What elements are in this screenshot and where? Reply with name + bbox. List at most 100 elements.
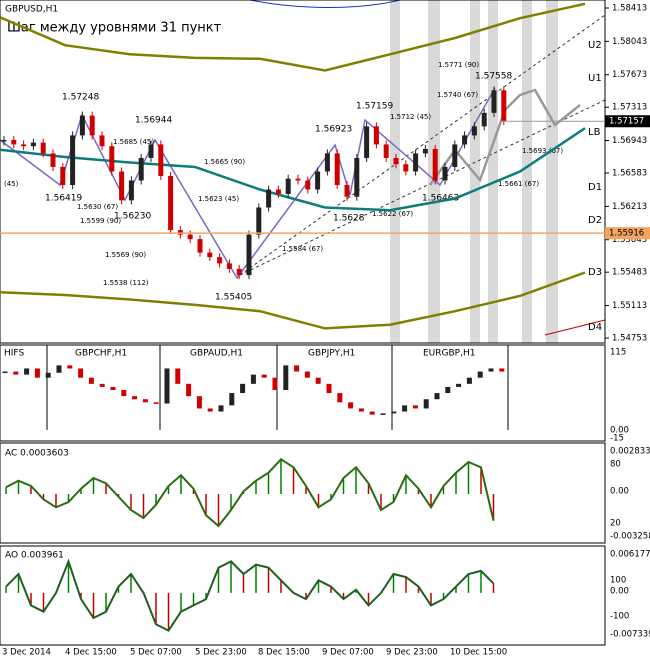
price-label: 1.55916 [609, 229, 644, 239]
candle [88, 377, 94, 384]
candle [217, 257, 223, 264]
candle [99, 383, 105, 387]
candle [99, 135, 105, 147]
axis-label: 0.00 [610, 587, 629, 597]
annotation: 1.5538 (112) [103, 279, 149, 287]
candle [67, 365, 73, 369]
price-box [605, 227, 650, 240]
x-tick-label: 5 Dec 07:00 [130, 648, 182, 658]
y-tick-label: 1.58413 [612, 4, 647, 14]
indicator-line [5, 558, 495, 632]
candle [119, 171, 125, 201]
candle [432, 148, 438, 181]
candle [380, 413, 386, 415]
annotation: 1.56419 [45, 194, 82, 204]
annotation: 1.56463 [422, 194, 459, 204]
candle [128, 180, 134, 201]
panel-title: AC 0.0003603 [5, 449, 69, 459]
candle [158, 144, 164, 176]
candle [324, 153, 330, 172]
candle [197, 239, 203, 253]
candle [452, 144, 458, 167]
price-box [605, 115, 650, 128]
y-tick-label: 1.55113 [612, 301, 647, 311]
candle [466, 377, 472, 384]
x-axis: 3 Dec 2014 4 Dec 15:00 5 Dec 07:00 5 Dec… [2, 648, 507, 658]
candle [442, 166, 448, 181]
y-tick-label: 1.56583 [612, 169, 647, 179]
candle [89, 115, 95, 136]
candle [250, 374, 256, 384]
annotation: (45) [4, 180, 19, 188]
levels: U2 U1 LB D1 D2 D3 D4 [588, 40, 602, 333]
x-tick-label: 10 Dec 15:00 [450, 648, 507, 658]
candle [240, 383, 246, 394]
hifs-labels: HIFS GBPCHF,H1 GBPAUD,H1 GBPJPY,H1 EURGB… [4, 345, 629, 444]
panel-title: HIFS [4, 349, 24, 359]
candle [177, 230, 183, 235]
x-tick-label: 5 Dec 23:00 [195, 648, 247, 658]
candle [294, 365, 300, 372]
candle [207, 252, 213, 258]
axis-label: 0.00 [610, 487, 629, 497]
annotation: 1.55405 [215, 293, 252, 303]
candle [246, 234, 252, 276]
candle [445, 386, 451, 394]
indicator-line [5, 458, 495, 528]
candle [344, 184, 350, 197]
level: D1 [588, 182, 602, 193]
x-tick-label: 9 Dec 23:00 [386, 648, 438, 658]
candle [2, 371, 8, 374]
candle [24, 368, 30, 375]
axis-label: 0.002833 [610, 447, 650, 457]
candle [491, 90, 497, 113]
candle [60, 166, 66, 185]
axis-label: 80 [610, 460, 621, 470]
series-line [0, 271, 586, 330]
axis-label: 0.00 [610, 426, 629, 436]
sessions [390, 0, 558, 343]
price-label: 1.57157 [609, 117, 644, 127]
candle [187, 234, 193, 240]
annotation: 1.56923 [315, 125, 352, 135]
y-tick-label: 1.55843 [612, 235, 647, 245]
annotation: 1.57159 [356, 102, 393, 112]
candle [34, 368, 40, 378]
axis-label: -0.003258 [610, 532, 650, 542]
series-line [0, 2, 586, 72]
candle [422, 148, 428, 154]
candle [79, 115, 85, 136]
candle [78, 368, 84, 378]
candle [148, 144, 154, 158]
candle [295, 178, 301, 181]
candle [266, 189, 272, 208]
annotation: 1.5661 (67) [498, 180, 539, 188]
y-tick-label: 1.54753 [612, 334, 647, 344]
candle [138, 157, 144, 181]
y-tick-label: 1.57313 [612, 103, 647, 113]
main-frame [0, 0, 606, 344]
candle [412, 405, 418, 409]
candle [304, 371, 310, 378]
candle [164, 368, 170, 404]
level: LB [588, 127, 601, 138]
axis-label: -15 [610, 434, 624, 444]
candle [471, 126, 477, 136]
annotation: 1.5622 (67) [372, 210, 413, 218]
pair-label: GBPAUD,H1 [190, 349, 243, 359]
candle [70, 135, 76, 185]
annotation: 1.5599 (90) [80, 217, 121, 225]
annotation: 1.57248 [62, 93, 99, 103]
annotation: 1.5630 (67) [77, 203, 118, 211]
candle [456, 383, 462, 387]
axis-label: -100 [610, 612, 629, 622]
pair-label: GBPJPY,H1 [308, 349, 355, 359]
candle [369, 411, 375, 415]
y-tick-label: 1.57673 [612, 70, 647, 80]
candle [109, 146, 115, 172]
axis-label: 115 [610, 348, 626, 358]
candle [402, 405, 408, 412]
lines [0, 2, 586, 330]
